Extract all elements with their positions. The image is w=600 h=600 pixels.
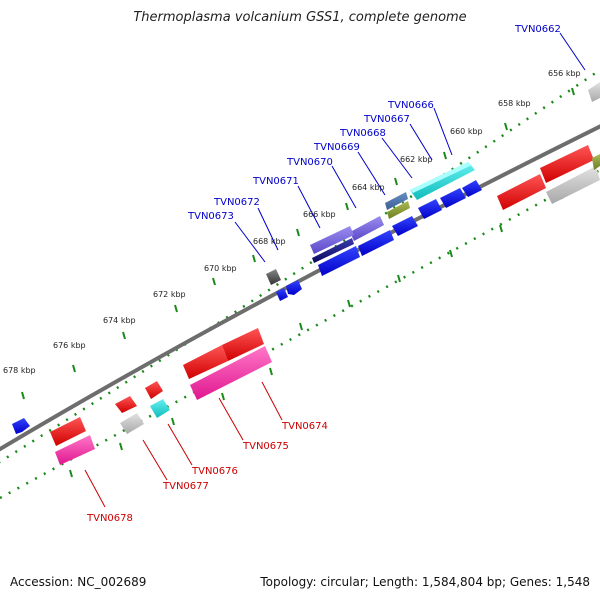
gene-feature (50, 417, 86, 446)
tick-label: 670 kbp (204, 264, 237, 273)
gene-feature (358, 230, 394, 256)
tick-label: 668 kbp (253, 237, 286, 246)
map-title: Thermoplasma volcanium GSS1, complete ge… (133, 10, 467, 25)
tick-label: 666 kbp (303, 210, 336, 219)
accession-label: Accession: NC_002689 (10, 575, 147, 589)
gene-feature (12, 418, 30, 434)
gene-feature (190, 346, 272, 400)
gene-label-tvn0662: TVN0662 (514, 24, 561, 35)
gene-feature (55, 435, 95, 465)
gene-feature (497, 174, 546, 210)
gene-feature (418, 199, 442, 219)
major-ticks-outer (21, 87, 575, 400)
gene-label-tvn0674: TVN0674 (281, 421, 328, 432)
gene-feature (588, 82, 600, 102)
tick-label: 676 kbp (53, 341, 86, 350)
tick-label: 660 kbp (450, 127, 483, 136)
gene-label-tvn0666: TVN0666 (387, 100, 434, 111)
gene-feature (276, 288, 288, 301)
gene-label-tvn0671: TVN0671 (252, 176, 299, 187)
genome-summary: Topology: circular; Length: 1,584,804 bp… (260, 575, 590, 589)
gene-feature (266, 269, 281, 285)
tick-label: 656 kbp (548, 69, 581, 78)
tick-label: 658 kbp (498, 99, 531, 108)
tick-labels: 656 kbp 658 kbp 660 kbp 662 kbp 664 kbp … (3, 69, 581, 375)
gene-label-tvn0673: TVN0673 (187, 211, 234, 222)
reverse-genes (50, 145, 600, 465)
gene-feature (546, 166, 600, 204)
gene-feature (120, 413, 144, 434)
gene-label-tvn0677: TVN0677 (162, 481, 209, 492)
gene-feature (410, 162, 475, 200)
gene-feature (385, 192, 408, 210)
gene-labels-reverse: TVN0674 TVN0675 TVN0676 TVN0677 TVN0678 (86, 421, 328, 524)
gene-feature (387, 201, 410, 219)
tick-label: 674 kbp (103, 316, 136, 325)
gene-label-tvn0670: TVN0670 (286, 157, 333, 168)
gene-label-tvn0672: TVN0672 (213, 197, 260, 208)
forward-genes (12, 82, 600, 434)
gene-label-tvn0669: TVN0669 (313, 142, 360, 153)
label-leader-lines (84, 32, 586, 508)
gene-feature (540, 145, 594, 183)
gene-feature (222, 328, 264, 361)
tick-label: 662 kbp (400, 155, 433, 164)
tick-label: 664 kbp (352, 183, 385, 192)
genome-backbone (0, 124, 600, 452)
tick-label: 678 kbp (3, 366, 36, 375)
gene-feature (350, 216, 384, 241)
gene-feature (310, 226, 354, 254)
gene-label-tvn0675: TVN0675 (242, 441, 289, 452)
gene-label-tvn0678: TVN0678 (86, 513, 133, 524)
gene-feature (312, 238, 354, 263)
gene-label-tvn0668: TVN0668 (339, 128, 386, 139)
gene-feature (150, 399, 170, 418)
gene-feature (462, 180, 482, 197)
gene-feature (410, 162, 472, 193)
gene-feature (392, 216, 418, 236)
major-ticks-inner (69, 191, 563, 478)
gene-feature (145, 381, 163, 399)
gene-feature (286, 280, 302, 295)
gene-label-tvn0667: TVN0667 (363, 114, 410, 125)
tick-label: 672 kbp (153, 290, 186, 299)
outer-tick-track (0, 68, 600, 464)
gene-feature (592, 154, 600, 170)
gene-label-tvn0676: TVN0676 (191, 466, 238, 477)
gene-feature (440, 188, 466, 208)
gene-labels-forward: TVN0662 TVN0666 TVN0667 TVN0668 TVN0669 … (187, 24, 561, 222)
gene-feature (183, 345, 228, 379)
gene-feature (115, 396, 137, 413)
gene-feature (318, 246, 360, 276)
